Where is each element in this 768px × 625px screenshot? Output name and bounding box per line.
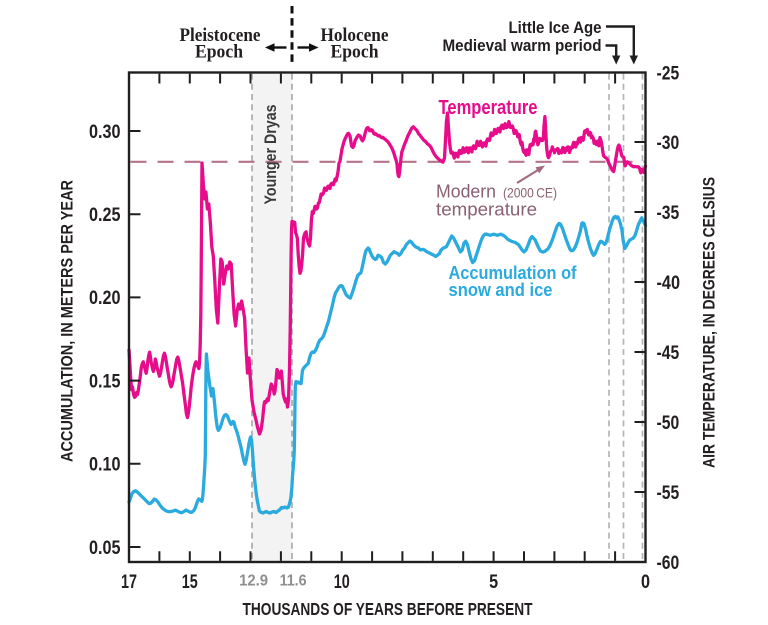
svg-text:ACCUMULATION, IN METERS PER YE: ACCUMULATION, IN METERS PER YEAR	[58, 180, 77, 462]
svg-text:15: 15	[182, 572, 198, 593]
svg-text:Accumulation of: Accumulation of	[449, 262, 578, 283]
svg-text:0.10: 0.10	[89, 455, 121, 476]
svg-text:11.6: 11.6	[280, 573, 307, 590]
svg-text:Pleistocene: Pleistocene	[180, 25, 261, 46]
svg-text:-25: -25	[657, 64, 680, 85]
svg-text:Epoch: Epoch	[195, 42, 243, 63]
svg-text:-45: -45	[657, 343, 680, 364]
svg-text:AIR TEMPERATURE, IN DEGREES CE: AIR TEMPERATURE, IN DEGREES CELSIUS	[700, 177, 719, 468]
svg-text:-50: -50	[657, 413, 680, 434]
svg-text:0.20: 0.20	[89, 288, 121, 309]
svg-text:Medieval warm period: Medieval warm period	[443, 36, 602, 55]
svg-text:0: 0	[641, 572, 650, 593]
svg-text:-60: -60	[657, 553, 680, 574]
svg-text:-40: -40	[657, 273, 681, 294]
svg-text:0.30: 0.30	[89, 122, 121, 143]
svg-text:Modern: Modern	[436, 182, 496, 202]
svg-text:10: 10	[334, 572, 350, 593]
svg-text:snow and ice: snow and ice	[449, 279, 553, 300]
svg-text:12.9: 12.9	[239, 573, 268, 590]
svg-text:THOUSANDS OF YEARS BEFORE PRES: THOUSANDS OF YEARS BEFORE PRESENT	[243, 599, 533, 619]
svg-text:Epoch: Epoch	[331, 42, 379, 63]
svg-text:(2000 CE): (2000 CE)	[503, 185, 557, 201]
svg-text:0.25: 0.25	[89, 205, 121, 226]
svg-text:-55: -55	[657, 483, 680, 504]
svg-text:5: 5	[489, 572, 498, 593]
svg-text:-35: -35	[657, 203, 680, 224]
svg-text:0.05: 0.05	[89, 538, 121, 559]
svg-text:Holocene: Holocene	[321, 25, 389, 46]
svg-text:17: 17	[121, 572, 137, 593]
svg-text:Younger Dryas: Younger Dryas	[261, 105, 280, 205]
svg-text:Little Ice Age: Little Ice Age	[509, 18, 602, 37]
svg-text:Temperature: Temperature	[439, 97, 538, 119]
svg-text:temperature: temperature	[436, 200, 537, 220]
svg-text:0.15: 0.15	[89, 371, 121, 392]
svg-text:-30: -30	[657, 133, 680, 154]
